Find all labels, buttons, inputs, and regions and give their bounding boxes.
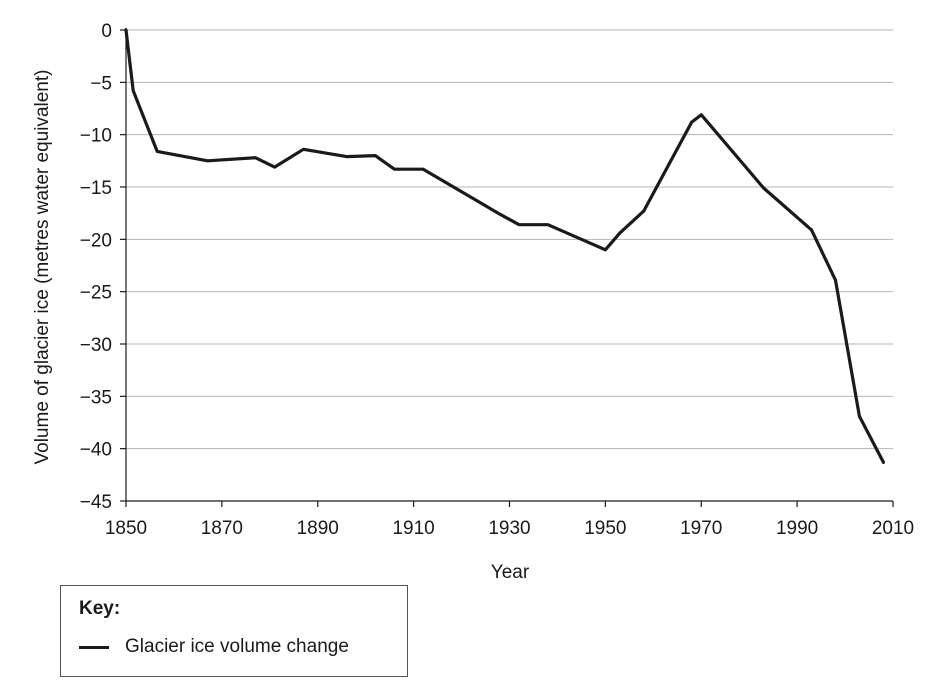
y-tick-label: −5 xyxy=(90,73,112,94)
x-tick-label: 1910 xyxy=(392,518,434,539)
x-tick-label: 1930 xyxy=(488,518,530,539)
y-tick-label: −35 xyxy=(80,387,112,408)
series-line-glacier-ice-volume-change xyxy=(124,28,886,464)
legend-line-swatch xyxy=(79,645,109,649)
y-axis-label: Volume of glacier ice (metres water equi… xyxy=(32,70,53,465)
y-tick-label: −30 xyxy=(80,335,112,356)
x-tick-label: 1890 xyxy=(297,518,339,539)
x-tick-label: 1990 xyxy=(776,518,818,539)
x-axis-ticks: 1850 1870 1890 1910 1930 1950 1970 1990 2010 xyxy=(105,501,914,539)
gridlines xyxy=(126,29,893,450)
y-tick-label: −10 xyxy=(80,126,112,147)
x-tick-label: 1870 xyxy=(201,518,243,539)
x-tick-label: 1850 xyxy=(105,518,147,539)
y-axis-ticks: 0 −5 −10 −15 −20 −25 −30 −35 −40 −45 xyxy=(80,21,126,513)
y-tick-label: −15 xyxy=(80,178,112,199)
legend-item: Glacier ice volume change xyxy=(79,636,349,658)
y-tick-label: −45 xyxy=(80,492,112,513)
y-tick-label: −40 xyxy=(80,440,112,461)
y-tick-label: −20 xyxy=(80,230,112,251)
x-axis-label: Year xyxy=(491,562,530,583)
axes xyxy=(125,28,893,502)
x-tick-label: 1970 xyxy=(680,518,722,539)
x-tick-label: 2010 xyxy=(872,518,914,539)
y-tick-label: 0 xyxy=(101,21,112,42)
legend-title: Key: xyxy=(79,598,121,619)
y-tick-label: −25 xyxy=(80,283,112,304)
x-tick-label: 1950 xyxy=(584,518,626,539)
legend-item-label: Glacier ice volume change xyxy=(125,636,349,657)
series-layer xyxy=(124,28,886,464)
legend: Key: Glacier ice volume change xyxy=(60,585,408,677)
